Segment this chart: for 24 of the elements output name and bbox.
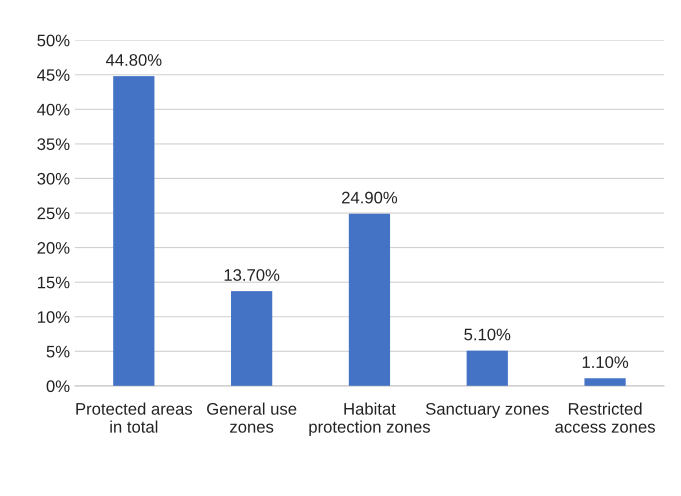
y-tick-label: 30% [37, 172, 70, 185]
data-label: 1.10% [582, 356, 628, 368]
bar [584, 378, 626, 386]
y-tick-label: 35% [37, 138, 70, 150]
data-label: 13.70% [224, 269, 280, 281]
data-label: 24.90% [342, 192, 398, 204]
y-tick-label: 20% [38, 242, 70, 254]
y-tick-label: 25% [38, 207, 70, 220]
bar [466, 350, 508, 386]
y-tick-label: 5% [46, 346, 70, 358]
bar [348, 214, 390, 386]
bar [231, 291, 272, 386]
bar [113, 76, 154, 386]
y-tick-label: 10% [38, 311, 70, 323]
x-tick-label: General use zones [207, 402, 296, 433]
y-tick-label: 0% [46, 380, 70, 392]
y-tick-label: 40% [37, 104, 70, 116]
x-tick-label: Restricted access zones [555, 402, 655, 433]
y-tick-label: 15% [38, 276, 70, 288]
y-tick-label: 45% [37, 69, 70, 81]
data-label: 44.80% [106, 54, 162, 66]
x-tick-label: Protected areas in total [76, 402, 192, 433]
y-tick-label: 50% [37, 34, 70, 46]
data-label: 5.10% [464, 328, 510, 340]
